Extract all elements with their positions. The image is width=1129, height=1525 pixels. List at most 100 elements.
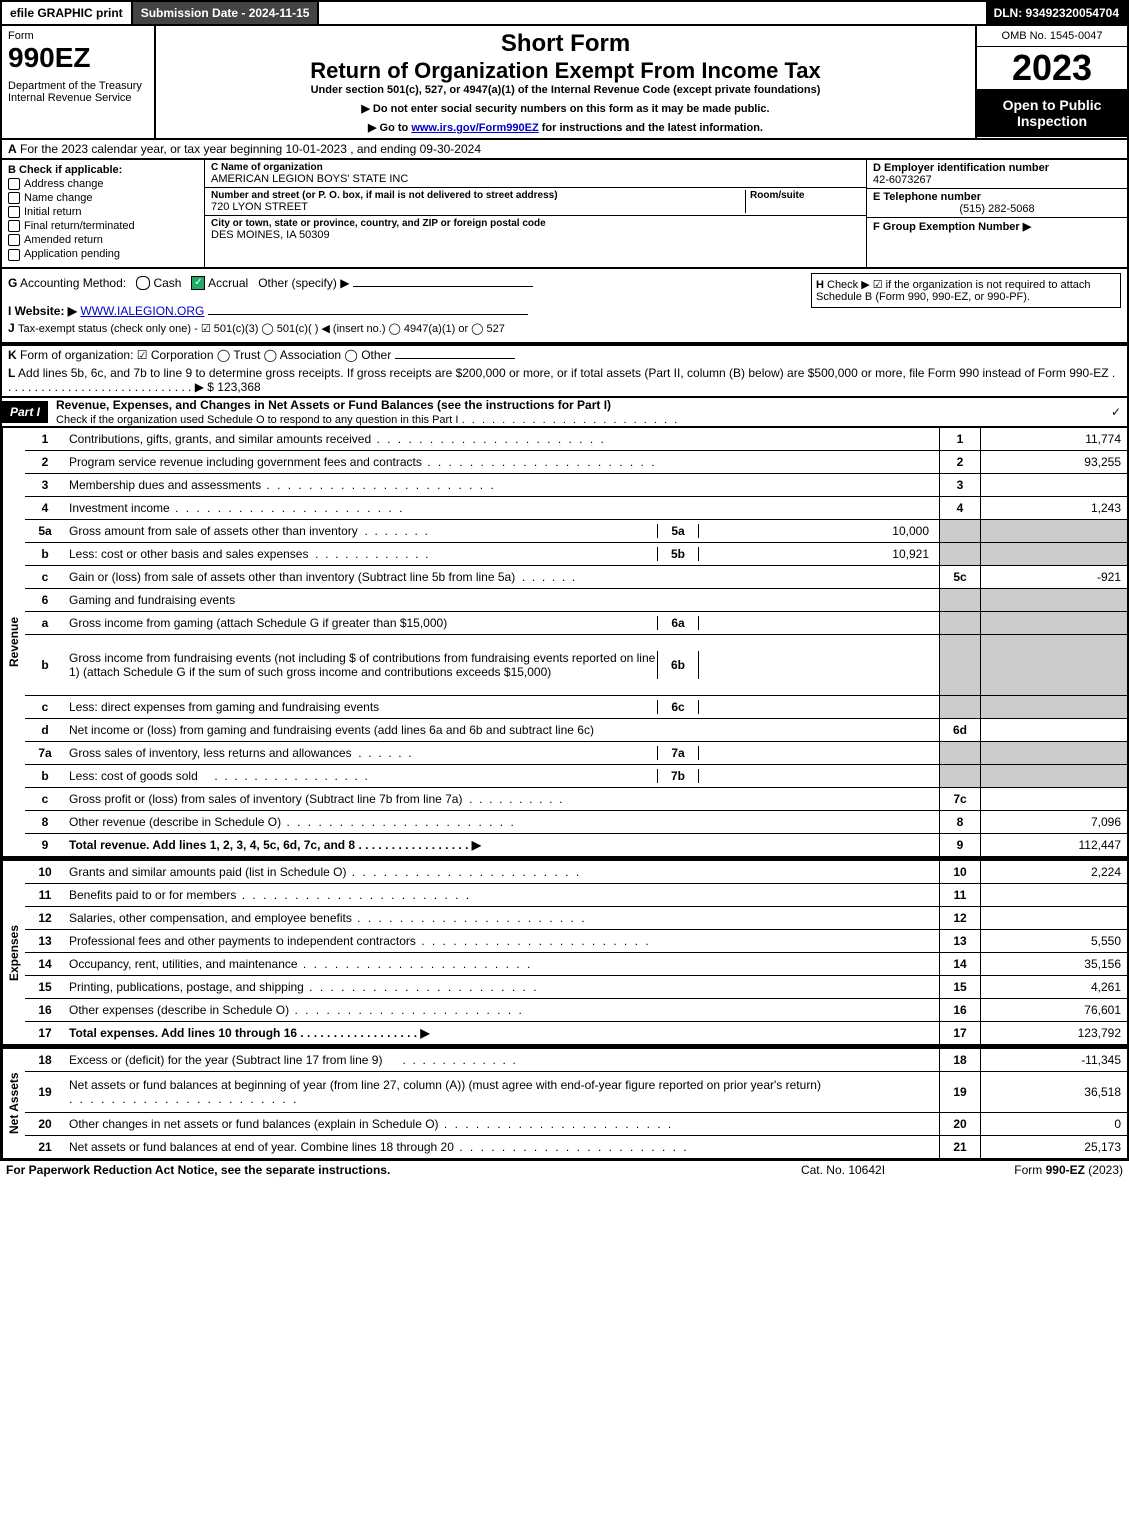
- line-6b-subnum: 6b: [657, 651, 699, 679]
- line-7b-subnum: 7b: [657, 769, 699, 783]
- line-6c-num: c: [25, 698, 65, 716]
- line-11-val: [980, 884, 1127, 906]
- block-bcdef: B Check if applicable: Address change Na…: [0, 160, 1129, 269]
- omb-number: OMB No. 1545-0047: [977, 26, 1127, 47]
- line-5b-rn: [939, 543, 980, 565]
- line-13: 13 Professional fees and other payments …: [25, 930, 1127, 953]
- submission-date: Submission Date - 2024-11-15: [133, 2, 320, 24]
- j-text: Tax-exempt status (check only one) - ☑ 5…: [18, 323, 505, 335]
- line-9-rn: 9: [939, 834, 980, 856]
- line-3-num: 3: [25, 476, 65, 494]
- line-1-desc: Contributions, gifts, grants, and simila…: [69, 432, 371, 446]
- room-suite-label: Room/suite: [750, 190, 860, 201]
- instructions-link[interactable]: www.irs.gov/Form990EZ: [411, 122, 538, 134]
- header-right: OMB No. 1545-0047 2023 Open to Public In…: [975, 26, 1127, 138]
- telephone-value: (515) 282-5068: [873, 203, 1121, 215]
- line-14-desc: Occupancy, rent, utilities, and maintena…: [69, 957, 298, 971]
- chk-amended-return[interactable]: Amended return: [8, 234, 198, 246]
- chk-address-change[interactable]: Address change: [8, 178, 198, 190]
- part-i-schedule-o-checkbox[interactable]: ✓: [1111, 405, 1121, 419]
- line-18-desc: Excess or (deficit) for the year (Subtra…: [69, 1053, 382, 1067]
- chk-cash[interactable]: [136, 276, 150, 290]
- chk-final-return[interactable]: Final return/terminated: [8, 220, 198, 232]
- line-13-desc: Professional fees and other payments to …: [69, 934, 416, 948]
- line-19-num: 19: [25, 1083, 65, 1101]
- chk-name-change-label: Name change: [24, 192, 93, 204]
- line-17-val: 123,792: [980, 1022, 1127, 1044]
- form-number: 990EZ: [8, 42, 148, 74]
- line-7a-subval: [699, 746, 935, 760]
- website-link[interactable]: WWW.IALEGION.ORG: [80, 304, 204, 318]
- line-5a-num: 5a: [25, 522, 65, 540]
- line-6b: b Gross income from fundraising events (…: [25, 635, 1127, 696]
- g-other-input[interactable]: [353, 286, 533, 287]
- note2-post: for instructions and the latest informat…: [542, 122, 763, 134]
- line-6b-val: [980, 635, 1127, 695]
- l-text: Add lines 5b, 6c, and 7b to line 9 to de…: [8, 366, 1115, 394]
- line-6d-num: d: [25, 721, 65, 739]
- section-a: A For the 2023 calendar year, or tax yea…: [0, 140, 1129, 160]
- chk-name-change[interactable]: Name change: [8, 192, 198, 204]
- line-2-rn: 2: [939, 451, 980, 473]
- line-6-num: 6: [25, 591, 65, 609]
- line-15-desc: Printing, publications, postage, and shi…: [69, 980, 304, 994]
- c-addr-label: Number and street (or P. O. box, if mail…: [211, 190, 745, 201]
- section-a-text: For the 2023 calendar year, or tax year …: [20, 142, 481, 156]
- line-20: 20 Other changes in net assets or fund b…: [25, 1113, 1127, 1136]
- line-3: 3 Membership dues and assessments 3: [25, 474, 1127, 497]
- footer-notice: For Paperwork Reduction Act Notice, see …: [6, 1163, 743, 1177]
- line-14-num: 14: [25, 955, 65, 973]
- chk-application-pending[interactable]: Application pending: [8, 248, 198, 260]
- line-7c-rn: 7c: [939, 788, 980, 810]
- chk-accrual[interactable]: ✓: [191, 276, 205, 290]
- line-8-rn: 8: [939, 811, 980, 833]
- line-10-val: 2,224: [980, 861, 1127, 883]
- line-5a-subval: 10,000: [699, 524, 935, 538]
- line-16-rn: 16: [939, 999, 980, 1021]
- line-6-val: [980, 589, 1127, 611]
- line-18-rn: 18: [939, 1049, 980, 1071]
- section-c: C Name of organization AMERICAN LEGION B…: [205, 160, 866, 267]
- chk-initial-return[interactable]: Initial return: [8, 206, 198, 218]
- line-8-val: 7,096: [980, 811, 1127, 833]
- line-6c-subnum: 6c: [657, 700, 699, 714]
- line-18-num: 18: [25, 1051, 65, 1069]
- org-street: 720 LYON STREET: [211, 201, 308, 213]
- line-21-val: 25,173: [980, 1136, 1127, 1158]
- line-7c-num: c: [25, 790, 65, 808]
- line-7c: c Gross profit or (loss) from sales of i…: [25, 788, 1127, 811]
- line-8-desc: Other revenue (describe in Schedule O): [69, 815, 281, 829]
- section-l: L Add lines 5b, 6c, and 7b to line 9 to …: [0, 364, 1129, 396]
- line-5c-num: c: [25, 568, 65, 586]
- page-footer: For Paperwork Reduction Act Notice, see …: [0, 1160, 1129, 1179]
- line-11-rn: 11: [939, 884, 980, 906]
- line-11-desc: Benefits paid to or for members: [69, 888, 236, 902]
- line-7b-desc: Less: cost of goods sold: [69, 769, 198, 783]
- line-6d: d Net income or (loss) from gaming and f…: [25, 719, 1127, 742]
- line-4: 4 Investment income 4 1,243: [25, 497, 1127, 520]
- footer-form-ref: Form 990-EZ (2023): [943, 1163, 1123, 1177]
- line-7c-val: [980, 788, 1127, 810]
- line-13-val: 5,550: [980, 930, 1127, 952]
- line-15-rn: 15: [939, 976, 980, 998]
- line-4-num: 4: [25, 499, 65, 517]
- line-11-num: 11: [25, 886, 65, 904]
- line-7a-num: 7a: [25, 744, 65, 762]
- line-20-val: 0: [980, 1113, 1127, 1135]
- line-7b-num: b: [25, 767, 65, 785]
- line-4-rn: 4: [939, 497, 980, 519]
- efile-print[interactable]: efile GRAPHIC print: [2, 2, 133, 24]
- h-text: Check ▶ ☑ if the organization is not req…: [816, 279, 1091, 303]
- header-left: Form 990EZ Department of the Treasury In…: [2, 26, 156, 138]
- line-5b-subnum: 5b: [657, 547, 699, 561]
- line-3-desc: Membership dues and assessments: [69, 478, 261, 492]
- tax-year: 2023: [977, 47, 1127, 89]
- line-15-val: 4,261: [980, 976, 1127, 998]
- line-5b-desc: Less: cost or other basis and sales expe…: [69, 547, 308, 561]
- note-instructions: ▶ Go to www.irs.gov/Form990EZ for instru…: [162, 121, 969, 134]
- line-9-val: 112,447: [980, 834, 1127, 856]
- line-5b-val: [980, 543, 1127, 565]
- line-8: 8 Other revenue (describe in Schedule O)…: [25, 811, 1127, 834]
- line-12-rn: 12: [939, 907, 980, 929]
- d-label: Employer identification number: [884, 162, 1049, 174]
